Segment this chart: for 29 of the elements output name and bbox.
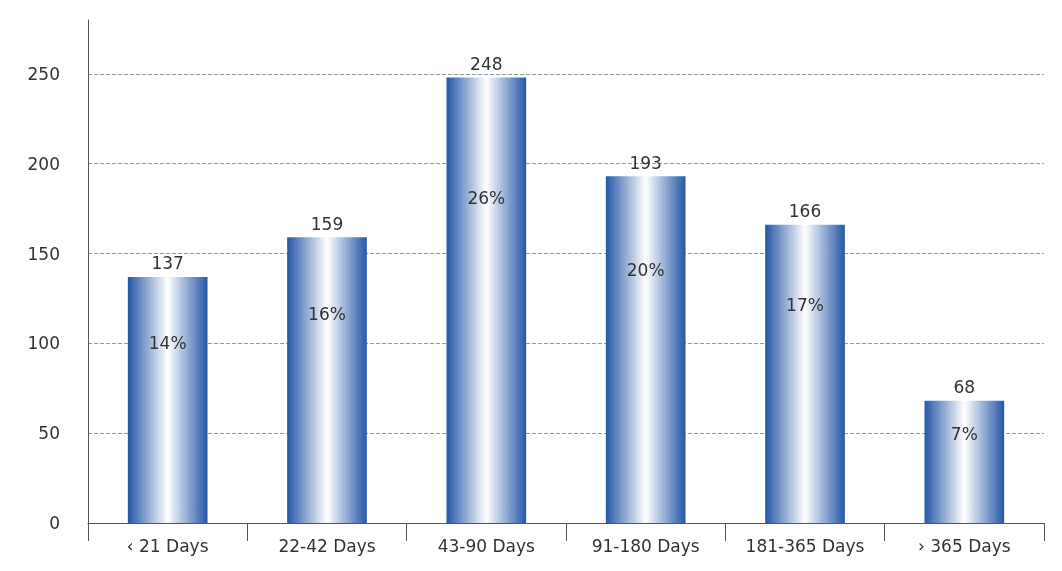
annotation: 17% [786,295,824,316]
bar [924,400,1005,523]
x-tick-label: 22-42 Days [278,535,376,556]
data-label: 248 [470,53,503,74]
y-tick-label: 50 [38,423,60,444]
bar [446,77,527,523]
y-tick-label: 250 [27,63,60,84]
annotation: 26% [467,187,506,208]
bar [287,237,367,523]
data-label: 68 [953,377,976,398]
y-tick-label: 200 [27,153,60,174]
x-tick-label: › 365 Days [918,535,1011,556]
y-tick-label: 150 [27,243,60,264]
y-tick-label: 0 [49,513,60,533]
x-tick-label: ‹ 21 Days [126,535,209,556]
x-tick-label: 43-90 Days [437,535,536,556]
bar [127,276,208,523]
x-tick-label: 91-180 Days [591,535,700,556]
data-label: 137 [151,253,184,274]
annotation: 14% [148,333,187,354]
data-label: 159 [310,213,344,234]
data-label: 166 [788,201,822,222]
bar [765,224,845,523]
annotation: 20% [626,259,665,280]
annotation: 7% [950,423,978,444]
annotation: 16% [308,304,346,325]
y-tick-label: 100 [27,333,60,354]
x-tick-label: 181-365 Days [745,535,865,556]
bar [605,176,686,523]
